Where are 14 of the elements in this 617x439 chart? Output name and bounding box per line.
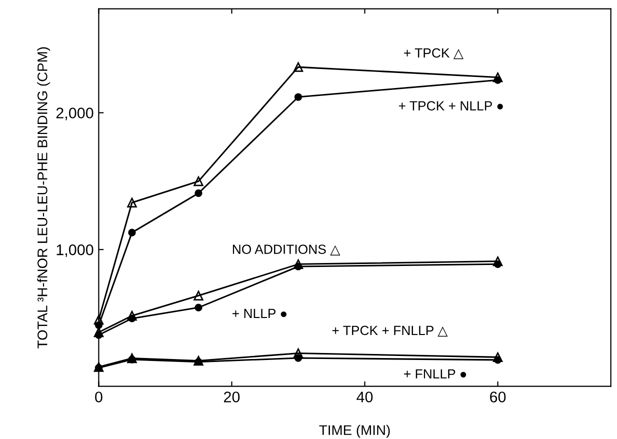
series-label: + TPCK △ (404, 48, 464, 60)
x-tick-label: 20 (224, 392, 240, 402)
series-label: NO ADDITIONS △ (232, 244, 340, 256)
x-tick-label: 0 (95, 392, 102, 402)
series-label: + NLLP ● (232, 308, 286, 318)
x-axis-title: TIME (MIN) (319, 424, 390, 438)
series-label: + TPCK + FNLLP △ (332, 326, 448, 337)
x-tick-label: 60 (490, 392, 506, 402)
series-label: + FNLLP ● (404, 369, 466, 378)
series-label: + TPCK + NLLP ● (398, 101, 503, 110)
y-tick-label: 1,000 (56, 244, 94, 258)
x-tick-label: 40 (356, 392, 373, 402)
y-axis-title: TOTAL ³H-fNOR LEU-LEU-PHE BINDING (CPM) (37, 47, 50, 348)
y-tick-label: 2,000 (56, 108, 94, 120)
